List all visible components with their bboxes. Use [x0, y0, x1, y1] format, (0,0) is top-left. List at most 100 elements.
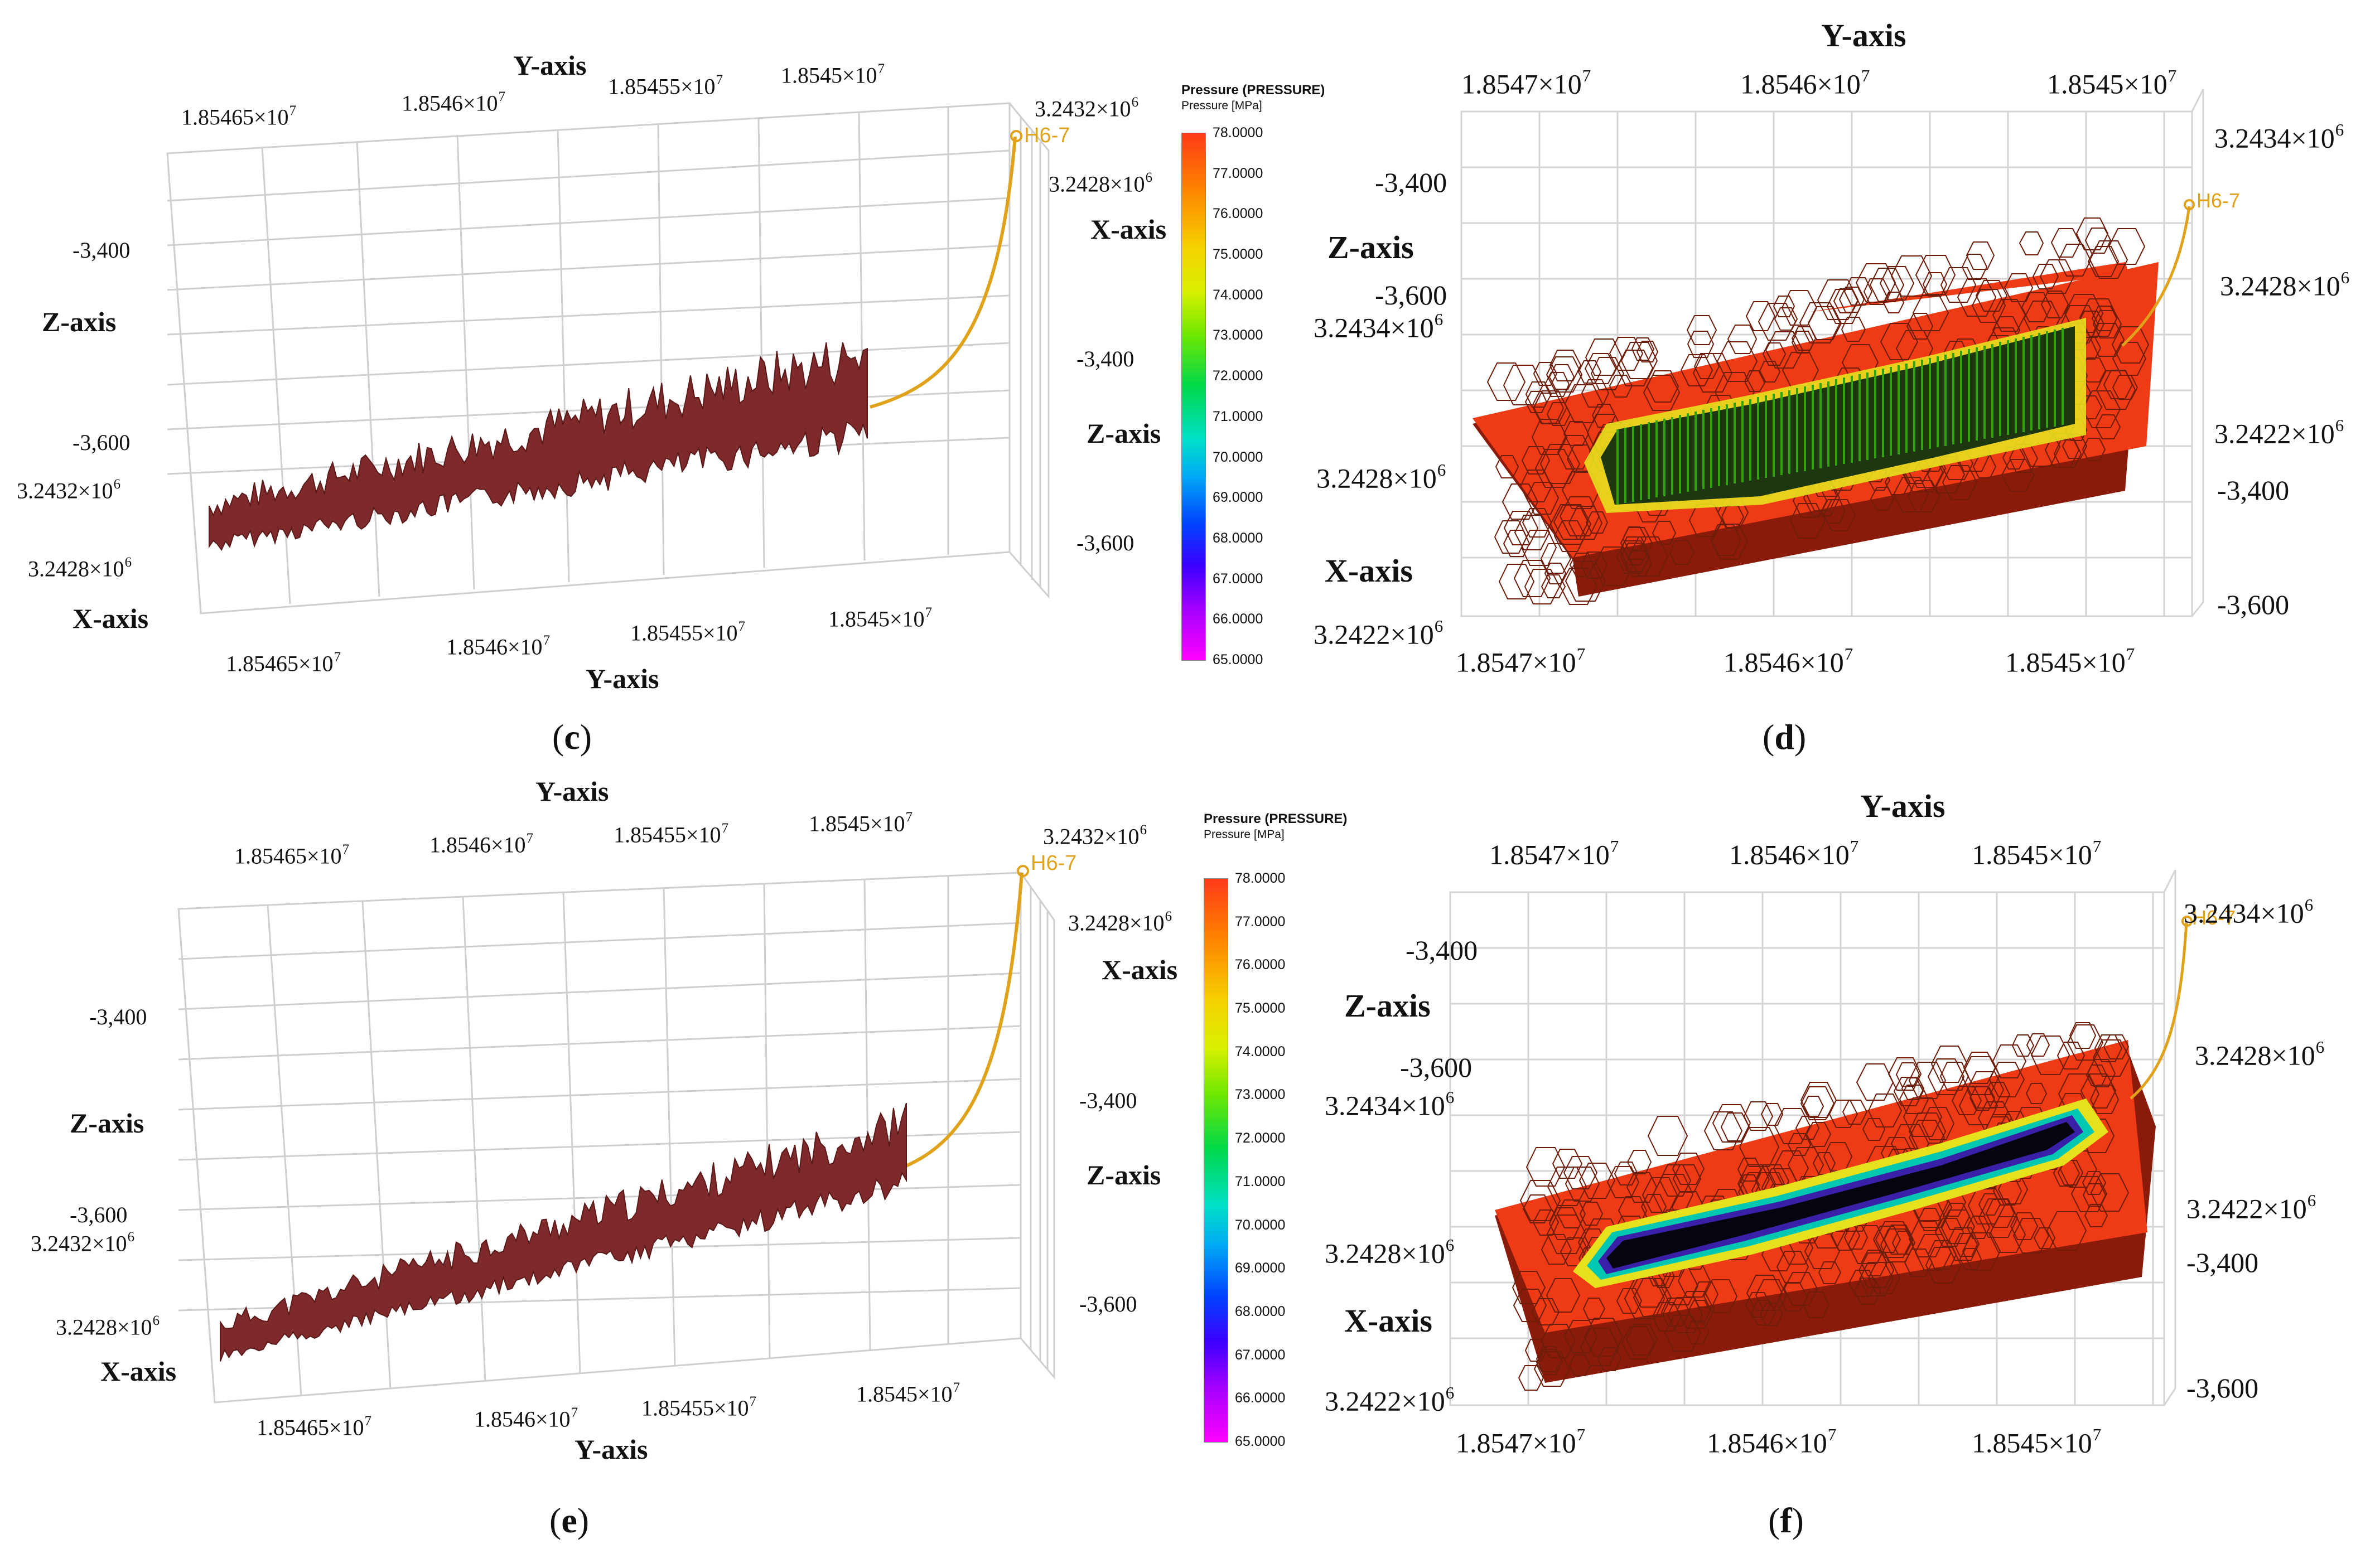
panel-f-x-axis-label: X-axis: [1344, 1303, 1432, 1339]
panel-d-caption: (d): [1763, 717, 1807, 757]
legend-tick-label: 71.0000: [1213, 408, 1263, 424]
legend-colorbar: [1204, 878, 1228, 1443]
legend-tick-label: 67.0000: [1213, 570, 1263, 587]
panel-d-bottom-tick: 1.8546×107: [1724, 644, 1853, 678]
panel-e-well-trajectory: [875, 865, 1029, 1178]
well-head-icon: [1017, 865, 1029, 877]
legend-tick-label: 70.0000: [1235, 1217, 1286, 1233]
panel-c-top-tick: 1.8545×107: [781, 61, 885, 88]
panel-c-z-tick-right: -3,400: [1076, 346, 1135, 371]
legend-unit: Pressure [MPa]: [1204, 828, 1285, 841]
legend-title: Pressure (PRESSURE): [1181, 83, 1325, 98]
panel-c-x-axis-label-left: X-axis: [73, 603, 149, 634]
well-head-icon: [2181, 916, 2193, 927]
legend-tick-label: 77.0000: [1213, 165, 1263, 181]
panel-d-right-z-tick: -3,600: [2217, 589, 2290, 620]
panel-c-x-tick-left: 3.2432×106: [17, 477, 120, 504]
panel-d-top-tick: 1.8545×107: [2047, 66, 2177, 100]
panel-d-left-x-tick: 3.2422×106: [1314, 616, 1444, 650]
legend-tick-label: 73.0000: [1235, 1087, 1286, 1103]
panel-f-right-x-tick: 3.2434×106: [2184, 895, 2314, 929]
legend-tick-label: 65.0000: [1213, 652, 1263, 667]
legend-tick-label: 74.0000: [1213, 287, 1263, 303]
legend-tick-label: 68.0000: [1213, 530, 1263, 546]
panel-e-z-tick-right: -3,600: [1079, 1291, 1137, 1317]
panel-e-x-axis-label-right: X-axis: [1102, 954, 1178, 985]
panel-f-3d-plot: H6-7: [1449, 869, 2236, 1406]
panel-d-y-axis-label: Y-axis: [1821, 17, 1906, 54]
panel-c-bottom-tick: 1.8545×107: [828, 605, 932, 632]
panel-e-top-tick: 1.85465×107: [234, 842, 349, 869]
legend-tick-label: 75.0000: [1213, 246, 1263, 263]
panel-d-left-z-tick: -3,600: [1375, 279, 1447, 311]
panel-e-fracture-network: [220, 1102, 907, 1362]
panel-f-left-x-tick: 3.2434×106: [1325, 1087, 1455, 1121]
panel-f-top-tick: 1.8546×107: [1729, 836, 1859, 870]
panel-f: H6-7 Y-axis Z-axis X-axis 1.8547×107 1.8…: [1216, 775, 2380, 1563]
legend-tick-label: 67.0000: [1235, 1347, 1286, 1363]
panel-e-top-tick: 1.85455×107: [614, 821, 728, 848]
panel-c-fracture-network: [209, 342, 868, 551]
legend-tick-label: 72.0000: [1213, 368, 1263, 384]
panel-e: H6-7 Y-axis Y-axis Z-axis Z-axis X-axis …: [0, 775, 1177, 1563]
panel-c-x-axis-label-right: X-axis: [1090, 214, 1167, 245]
panel-e-well-label: H6-7: [1031, 851, 1076, 875]
panel-e-z-axis-label-right: Z-axis: [1087, 1159, 1161, 1191]
panel-e-y-axis-label-top: Y-axis: [535, 776, 609, 807]
panel-c-z-tick-left: -3,400: [73, 238, 131, 263]
legend-tick-label: 70.0000: [1213, 449, 1263, 465]
legend-tick-label: 65.0000: [1235, 1434, 1286, 1449]
panel-c-y-axis-label-bottom: Y-axis: [586, 663, 659, 694]
panel-f-top-tick: 1.8545×107: [1972, 836, 2102, 870]
panel-f-left-x-tick: 3.2428×106: [1325, 1235, 1455, 1269]
legend-tick-label: 78.0000: [1213, 125, 1263, 141]
panel-e-bottom-tick: 1.85465×107: [257, 1414, 371, 1440]
panel-c-bottom-tick: 1.8546×107: [446, 633, 550, 660]
panel-c-z-axis-label-right: Z-axis: [1087, 418, 1161, 449]
panel-e-z-tick-left: -3,600: [70, 1202, 128, 1227]
panel-d-bottom-tick: 1.8545×107: [2005, 644, 2135, 678]
legend-tick-label: 76.0000: [1213, 206, 1263, 222]
panel-e-z-axis-label-left: Z-axis: [70, 1107, 144, 1139]
panel-f-right-z-tick: -3,600: [2186, 1372, 2259, 1404]
panel-d-left-x-tick: 3.2434×106: [1314, 309, 1444, 343]
panel-d-x-axis-label: X-axis: [1325, 553, 1413, 589]
panel-d-z-axis-label: Z-axis: [1327, 229, 1414, 265]
panel-e-bottom-tick: 1.8546×107: [474, 1405, 578, 1432]
well-head-icon: [2184, 199, 2195, 210]
panel-c-well-trajectory: [870, 130, 1022, 409]
panel-e-z-tick-right: -3,400: [1079, 1088, 1137, 1113]
legend-tick-label: 75.0000: [1235, 1000, 1286, 1017]
legend-tick-label: 72.0000: [1235, 1130, 1286, 1146]
panel-f-reservoir-block: [1495, 1022, 2156, 1391]
panel-c-caption: (c): [552, 717, 592, 757]
pressure-legend-bottom: Pressure (PRESSURE) Pressure [MPa] 78.00…: [1204, 811, 1382, 1453]
panel-f-left-z-tick: -3,600: [1400, 1052, 1473, 1083]
legend-tick-label: 66.0000: [1213, 611, 1263, 627]
panel-c-z-tick-right: -3,600: [1076, 530, 1135, 555]
panel-d-top-tick: 1.8547×107: [1461, 66, 1591, 100]
well-head-icon: [1010, 130, 1022, 142]
panel-f-right-x-tick: 3.2422×106: [2186, 1191, 2316, 1225]
panel-d-right-x-tick: 3.2428×106: [2220, 268, 2350, 302]
panel-c-top-tick: 1.85455×107: [608, 72, 723, 99]
legend-tick-label: 69.0000: [1213, 490, 1263, 506]
panel-f-top-tick: 1.8547×107: [1489, 836, 1619, 870]
panel-d-left-x-tick: 3.2428×106: [1316, 460, 1446, 494]
panel-d-well-label: H6-7: [2196, 189, 2240, 212]
panel-d-bottom-tick: 1.8547×107: [1456, 644, 1586, 678]
panel-c-z-axis-label-left: Z-axis: [42, 306, 117, 337]
panel-e-3d-plot: H6-7: [177, 851, 1076, 1404]
panel-f-bottom-tick: 1.8545×107: [1972, 1425, 2102, 1459]
legend-tick-label: 77.0000: [1235, 913, 1286, 930]
panel-e-caption: (e): [549, 1501, 590, 1540]
panel-e-x-tick-left: 3.2428×106: [56, 1313, 160, 1340]
panel-d-reservoir-block: [1473, 217, 2159, 605]
panel-c-well-label: H6-7: [1024, 124, 1070, 147]
panel-c-3d-plot: H6-7: [166, 102, 1070, 614]
legend-unit: Pressure [MPa]: [1181, 99, 1262, 112]
panel-f-right-x-tick: 3.2428×106: [2195, 1037, 2325, 1071]
panel-f-bottom-tick: 1.8547×107: [1456, 1425, 1586, 1459]
panel-c-top-tick: 1.8546×107: [402, 89, 505, 116]
panel-e-top-tick: 1.8546×107: [429, 831, 533, 858]
